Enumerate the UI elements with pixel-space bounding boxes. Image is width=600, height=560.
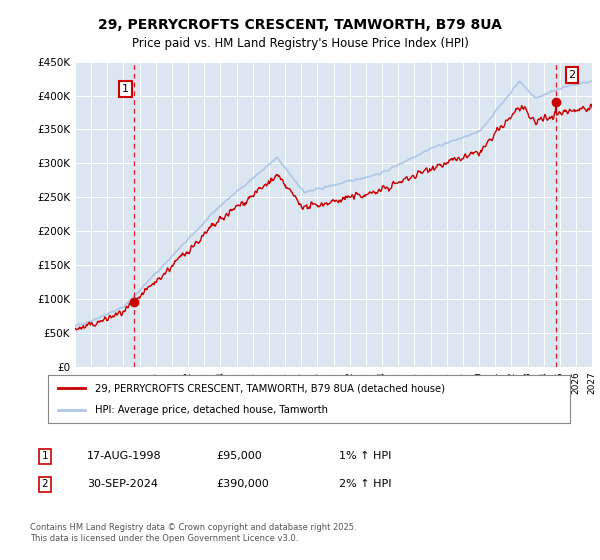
Text: 2: 2: [41, 479, 49, 489]
Text: 2% ↑ HPI: 2% ↑ HPI: [339, 479, 391, 489]
Text: 1: 1: [122, 84, 129, 94]
Text: 30-SEP-2024: 30-SEP-2024: [87, 479, 158, 489]
Text: HPI: Average price, detached house, Tamworth: HPI: Average price, detached house, Tamw…: [95, 405, 328, 415]
Text: £95,000: £95,000: [216, 451, 262, 461]
Text: 17-AUG-1998: 17-AUG-1998: [87, 451, 161, 461]
Text: 29, PERRYCROFTS CRESCENT, TAMWORTH, B79 8UA: 29, PERRYCROFTS CRESCENT, TAMWORTH, B79 …: [98, 18, 502, 32]
Text: 1: 1: [41, 451, 49, 461]
Text: £390,000: £390,000: [216, 479, 269, 489]
Text: Price paid vs. HM Land Registry's House Price Index (HPI): Price paid vs. HM Land Registry's House …: [131, 36, 469, 50]
Text: 1% ↑ HPI: 1% ↑ HPI: [339, 451, 391, 461]
Text: 2: 2: [568, 70, 575, 80]
Text: Contains HM Land Registry data © Crown copyright and database right 2025.
This d: Contains HM Land Registry data © Crown c…: [30, 524, 356, 543]
Text: 29, PERRYCROFTS CRESCENT, TAMWORTH, B79 8UA (detached house): 29, PERRYCROFTS CRESCENT, TAMWORTH, B79 …: [95, 383, 445, 393]
